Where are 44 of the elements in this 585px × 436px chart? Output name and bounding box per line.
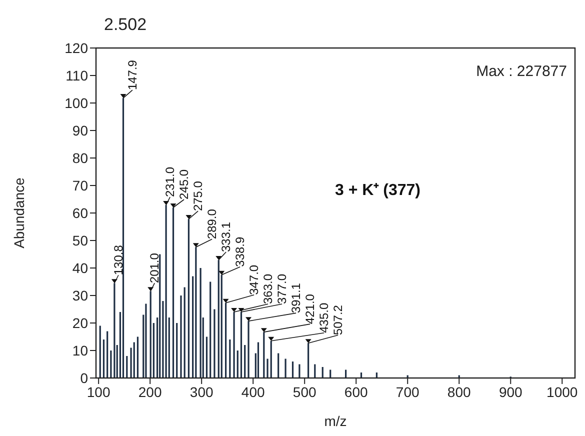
x-tick-label: 1000 xyxy=(546,384,578,400)
y-tick-label: 90 xyxy=(72,122,88,138)
y-tick-label: 120 xyxy=(64,40,88,56)
annotation: Max : 227877 xyxy=(476,63,567,80)
annotation: 275.0 xyxy=(191,180,206,212)
y-tick-label: 50 xyxy=(72,232,88,248)
annotation: 347.0 xyxy=(247,264,262,295)
x-tick-label: 900 xyxy=(498,384,523,400)
annotation: 333.1 xyxy=(219,222,234,252)
y-tick-label: 100 xyxy=(64,95,88,111)
annotation: 289.0 xyxy=(205,208,220,240)
x-tick-label: 400 xyxy=(241,384,265,400)
x-tick-label: 800 xyxy=(447,384,472,400)
x-tick-label: 100 xyxy=(86,384,110,400)
y-tick-label: 110 xyxy=(66,68,88,84)
annotation: 363.0 xyxy=(261,274,276,304)
annotation: 3 + K⁺ (377) xyxy=(335,182,420,199)
chart-title: 2.502 xyxy=(104,15,147,34)
x-tick-label: 500 xyxy=(292,384,316,400)
x-tick-label: 600 xyxy=(344,384,368,400)
y-tick-label: 20 xyxy=(72,315,88,331)
x-axis-title: m/z xyxy=(324,413,347,429)
y-tick-label: 70 xyxy=(72,178,88,194)
annotation: 245.0 xyxy=(177,169,192,200)
y-tick-label: 80 xyxy=(72,150,88,166)
y-tick-label: 40 xyxy=(72,260,88,276)
annotation: 338.9 xyxy=(233,236,248,267)
y-tick-label: 30 xyxy=(72,288,88,304)
x-tick-label: 300 xyxy=(190,384,214,400)
x-tick-label: 200 xyxy=(138,384,162,400)
annotation: 377.0 xyxy=(275,274,290,304)
y-tick-label: 10 xyxy=(72,342,88,358)
annotation: 391.1 xyxy=(289,282,304,314)
annotation: 147.9 xyxy=(125,60,140,90)
x-tick-label: 700 xyxy=(396,384,420,400)
annotation: 231.0 xyxy=(163,166,178,198)
annotation: 421.0 xyxy=(303,294,318,324)
y-tick-label: 0 xyxy=(80,370,88,386)
y-tick-label: 60 xyxy=(72,205,88,221)
annotation: 130.8 xyxy=(111,244,126,276)
annotation: 507.2 xyxy=(331,304,346,336)
annotation: 201.0 xyxy=(148,252,162,284)
y-axis-title: Abundance xyxy=(11,177,27,248)
annotation: 435.0 xyxy=(317,302,332,333)
